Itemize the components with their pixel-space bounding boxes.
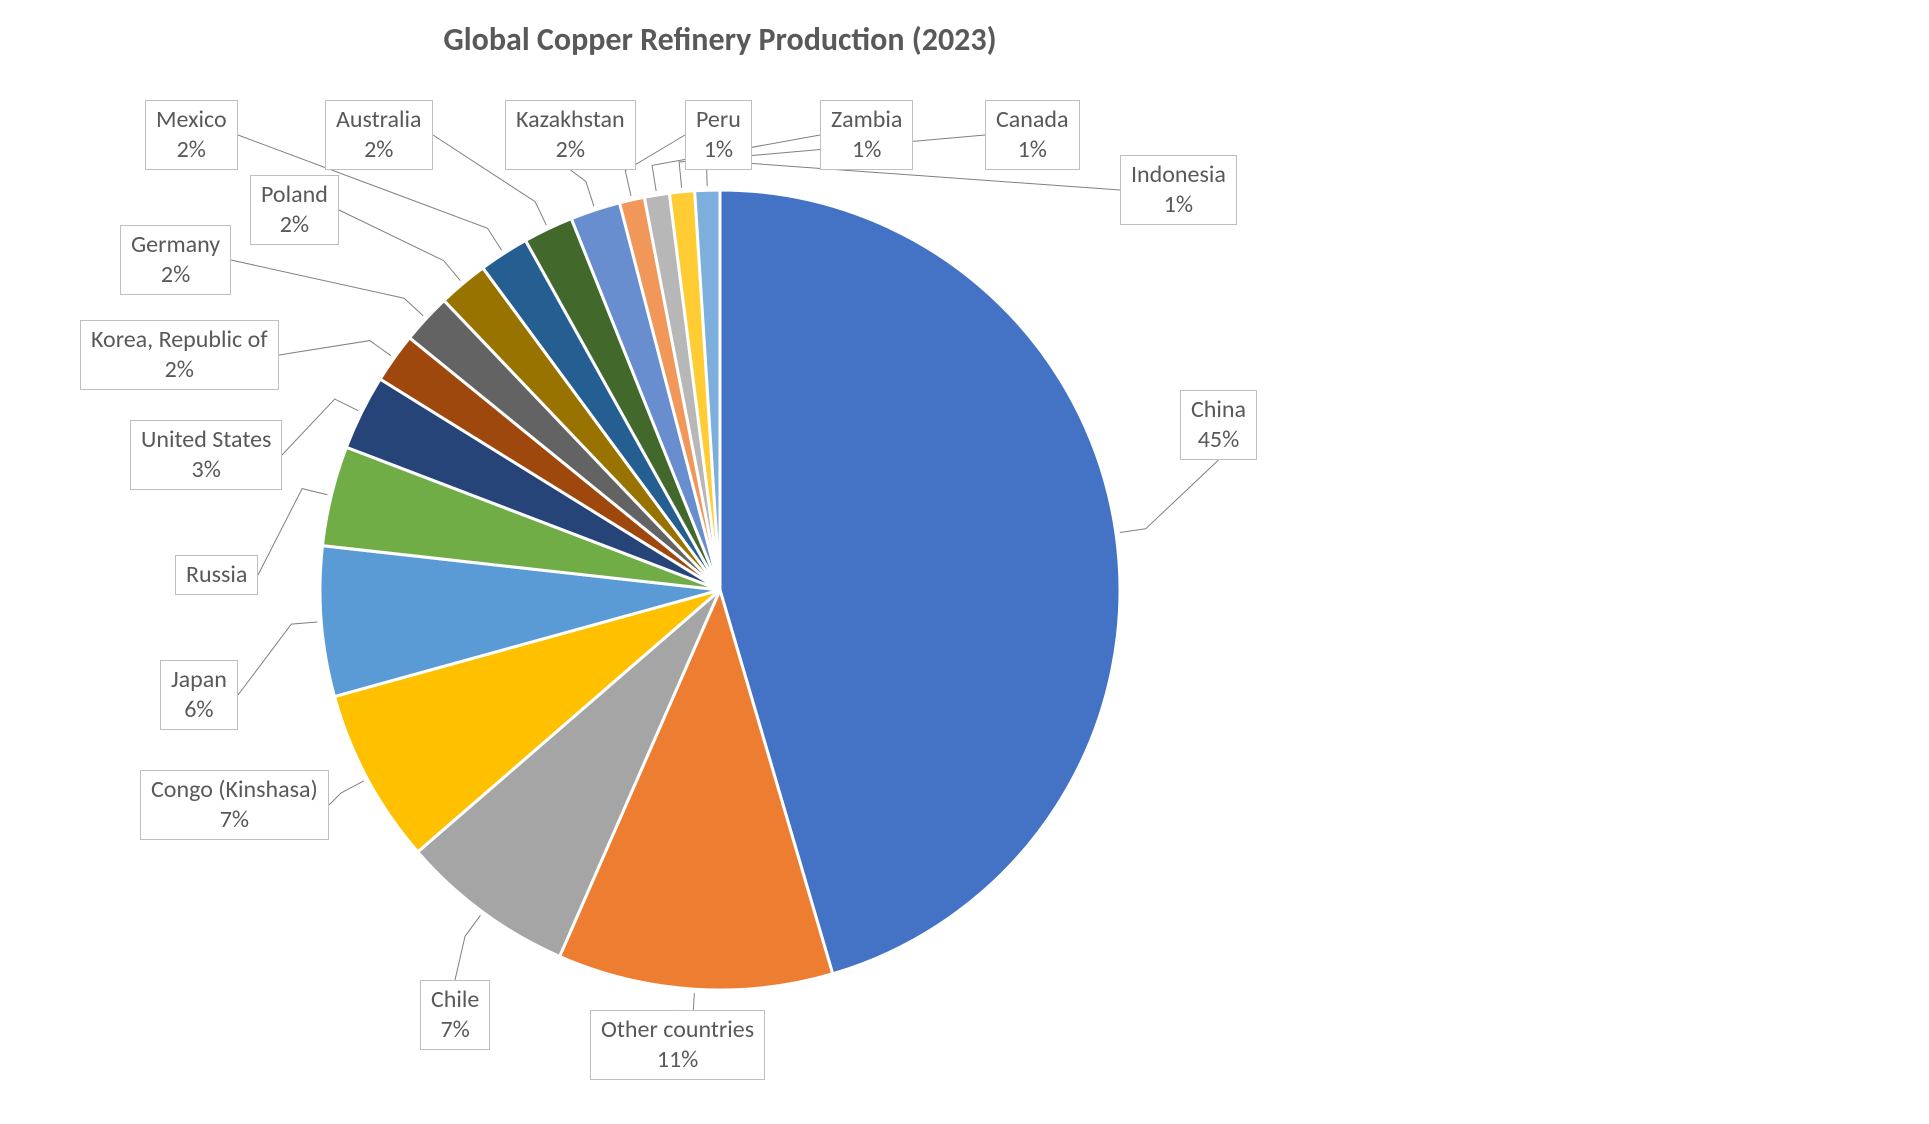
label-name: Poland (261, 180, 328, 210)
chart-root: Global Copper Refinery Production (2023)… (0, 0, 1929, 1124)
label-name: Australia (336, 105, 422, 135)
label-percent: 2% (336, 135, 422, 165)
label-kazakhstan: Kazakhstan2% (505, 100, 636, 170)
chart-title: Global Copper Refinery Production (2023) (0, 20, 1440, 59)
label-name: Canada (996, 105, 1069, 135)
label-japan: Japan6% (160, 660, 238, 730)
label-percent: 1% (1131, 190, 1226, 220)
label-percent: 3% (141, 455, 271, 485)
leader-kazakhstan (571, 170, 594, 206)
label-poland: Poland2% (250, 175, 339, 245)
label-name: Congo (Kinshasa) (151, 775, 318, 805)
label-name: Peru (696, 105, 741, 135)
label-name: Mexico (156, 105, 227, 135)
label-russia: Russia (175, 555, 258, 595)
label-germany: Germany2% (120, 225, 231, 295)
label-percent: 2% (261, 210, 328, 240)
label-percent: 6% (171, 695, 227, 725)
label-percent: 1% (831, 135, 902, 165)
label-percent: 2% (516, 135, 625, 165)
label-name: Kazakhstan (516, 105, 625, 135)
label-other-countries: Other countries11% (590, 1010, 765, 1080)
leader-korea-republic-of (279, 341, 391, 356)
label-name: Other countries (601, 1015, 754, 1045)
label-united-states: United States3% (130, 420, 282, 490)
leader-china (1120, 460, 1219, 533)
label-indonesia: Indonesia1% (1120, 155, 1237, 225)
label-name: Japan (171, 665, 227, 695)
leader-japan (238, 622, 317, 695)
label-percent: 2% (131, 260, 220, 290)
label-name: Russia (186, 560, 247, 590)
label-percent: 2% (156, 135, 227, 165)
label-name: United States (141, 425, 271, 455)
leader-congo-kinshasa- (329, 781, 364, 805)
label-name: Zambia (831, 105, 902, 135)
leader-poland (339, 210, 460, 281)
leader-russia (258, 489, 327, 575)
label-percent: 1% (996, 135, 1069, 165)
label-percent: 2% (91, 355, 268, 385)
label-name: Chile (431, 985, 479, 1015)
label-canada: Canada1% (985, 100, 1080, 170)
label-australia: Australia2% (325, 100, 433, 170)
label-percent: 1% (696, 135, 741, 165)
leader-chile (455, 915, 480, 980)
label-percent: 11% (601, 1045, 754, 1075)
label-name: China (1191, 395, 1246, 425)
label-percent: 7% (151, 805, 318, 835)
pie-svg (0, 0, 1929, 1124)
label-mexico: Mexico2% (145, 100, 238, 170)
label-congo-kinshasa-: Congo (Kinshasa)7% (140, 770, 329, 840)
label-china: China45% (1180, 390, 1257, 460)
label-percent: 7% (431, 1015, 479, 1045)
label-name: Korea, Republic of (91, 325, 268, 355)
label-zambia: Zambia1% (820, 100, 913, 170)
label-korea-republic-of: Korea, Republic of2% (80, 320, 279, 390)
leader-germany (231, 260, 423, 316)
label-peru: Peru1% (685, 100, 752, 170)
label-name: Germany (131, 230, 220, 260)
label-percent: 45% (1191, 425, 1246, 455)
label-name: Indonesia (1131, 160, 1226, 190)
label-chile: Chile7% (420, 980, 490, 1050)
